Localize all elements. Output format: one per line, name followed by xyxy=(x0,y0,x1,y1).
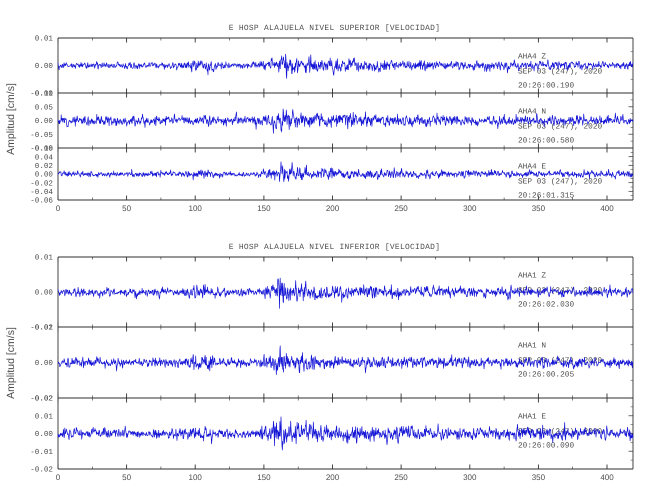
svg-text:400: 400 xyxy=(600,473,614,482)
svg-text:0.00: 0.00 xyxy=(35,62,54,71)
svg-text:0.06: 0.06 xyxy=(35,145,54,154)
svg-text:E HOSP ALAJUELA NIVEL SUPERIOR: E HOSP ALAJUELA NIVEL SUPERIOR [VELOCIDA… xyxy=(229,24,440,33)
svg-text:0.02: 0.02 xyxy=(35,324,54,333)
svg-text:20:26:01.315: 20:26:01.315 xyxy=(518,192,574,201)
svg-text:0: 0 xyxy=(56,473,61,482)
svg-text:0.01: 0.01 xyxy=(35,412,54,421)
svg-text:50: 50 xyxy=(122,473,131,482)
svg-text:-0.05: -0.05 xyxy=(30,131,53,140)
svg-text:SEP 03 (247), 2020: SEP 03 (247), 2020 xyxy=(518,68,603,77)
svg-text:E HOSP ALAJUELA NIVEL INFERIOR: E HOSP ALAJUELA NIVEL INFERIOR [VELOCIDA… xyxy=(229,243,440,252)
svg-text:0.04: 0.04 xyxy=(35,153,54,162)
svg-text:20:26:00.580: 20:26:00.580 xyxy=(518,137,574,146)
svg-text:0.00: 0.00 xyxy=(35,171,54,180)
svg-text:250: 250 xyxy=(394,204,408,213)
svg-text:0.02: 0.02 xyxy=(35,162,54,171)
svg-text:250: 250 xyxy=(394,473,408,482)
svg-text:350: 350 xyxy=(532,204,546,213)
svg-text:200: 200 xyxy=(326,473,340,482)
svg-text:0.01: 0.01 xyxy=(35,35,54,44)
svg-text:AHA4 E: AHA4 E xyxy=(518,163,546,172)
svg-text:AHA1 N: AHA1 N xyxy=(518,342,546,351)
svg-text:20:26:00.190: 20:26:00.190 xyxy=(518,82,574,91)
svg-text:-0.04: -0.04 xyxy=(30,188,53,197)
svg-text:SEP 03 (247), 2020: SEP 03 (247), 2020 xyxy=(518,178,603,187)
svg-text:0.10: 0.10 xyxy=(35,90,54,99)
svg-text:AHA4 Z: AHA4 Z xyxy=(518,53,546,62)
svg-text:20:26:00.090: 20:26:00.090 xyxy=(518,442,574,451)
svg-text:-0.01: -0.01 xyxy=(30,448,53,457)
svg-text:300: 300 xyxy=(463,204,477,213)
svg-text:0: 0 xyxy=(56,204,61,213)
svg-text:AHA1 E: AHA1 E xyxy=(518,413,546,422)
svg-text:200: 200 xyxy=(326,204,340,213)
svg-text:0.00: 0.00 xyxy=(35,359,54,368)
svg-text:-0.06: -0.06 xyxy=(30,197,53,206)
svg-text:Amplitud [cm/s]: Amplitud [cm/s] xyxy=(5,327,17,399)
svg-text:50: 50 xyxy=(122,204,131,213)
svg-text:0.00: 0.00 xyxy=(35,430,54,439)
svg-text:0.02: 0.02 xyxy=(35,395,54,404)
svg-text:20:26:00.205: 20:26:00.205 xyxy=(518,371,574,380)
svg-text:Amplitud [cm/s]: Amplitud [cm/s] xyxy=(5,83,17,155)
svg-text:AHA1 Z: AHA1 Z xyxy=(518,272,546,281)
svg-text:-0.02: -0.02 xyxy=(30,466,53,475)
svg-text:150: 150 xyxy=(257,473,271,482)
svg-text:-0.02: -0.02 xyxy=(30,179,53,188)
svg-text:AHA4 N: AHA4 N xyxy=(518,108,546,117)
svg-text:100: 100 xyxy=(189,204,203,213)
svg-text:150: 150 xyxy=(257,204,271,213)
svg-text:100: 100 xyxy=(189,473,203,482)
svg-text:300: 300 xyxy=(463,473,477,482)
svg-text:350: 350 xyxy=(532,473,546,482)
svg-text:0.00: 0.00 xyxy=(35,289,54,298)
svg-text:20:26:02.030: 20:26:02.030 xyxy=(518,301,574,310)
svg-text:0.00: 0.00 xyxy=(35,117,54,126)
svg-text:400: 400 xyxy=(600,204,614,213)
svg-text:0.01: 0.01 xyxy=(35,254,54,263)
svg-text:0.05: 0.05 xyxy=(35,103,54,112)
